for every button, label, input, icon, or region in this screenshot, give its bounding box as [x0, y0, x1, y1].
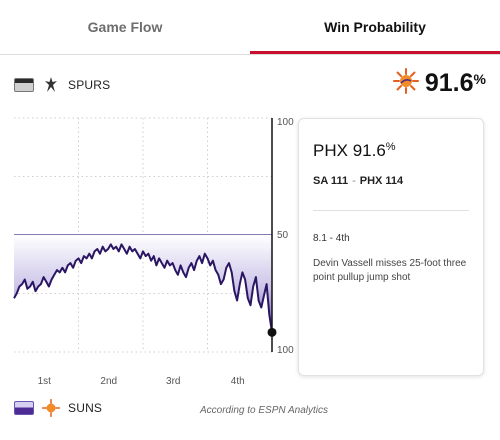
- suns-logo-icon: [42, 399, 60, 417]
- suns-probability-area: [14, 235, 272, 333]
- win-probability-chart: 100 50 100 1st 2nd 3rd 4th: [0, 110, 300, 400]
- spurs-logo-icon: [42, 76, 60, 94]
- y-tick-label: 50: [277, 230, 289, 241]
- home-team-name: SUNS: [68, 401, 103, 415]
- spurs-color-swatch: [14, 78, 34, 92]
- card-play-description: Devin Vassell misses 25-foot three point…: [313, 258, 467, 283]
- away-team-legend: SPURS: [14, 73, 110, 97]
- y-tick-label: 100: [277, 117, 294, 128]
- away-team-name: SPURS: [68, 78, 111, 92]
- y-tick-label: 100: [277, 345, 294, 356]
- x-tick-label: 1st: [38, 376, 52, 387]
- tab-game-flow[interactable]: Game Flow: [87, 19, 163, 35]
- card-game-time: 8.1 - 4th: [313, 233, 350, 244]
- current-win-probability: 91.6%: [424, 69, 486, 97]
- x-tick-label: 4th: [231, 376, 245, 387]
- x-tick-label: 3rd: [166, 376, 180, 387]
- play-detail-card: PHX 91.6% SA 111- PHX 114 8.1 - 4th Devin…: [298, 118, 484, 376]
- home-team-legend: SUNS: [14, 396, 102, 420]
- card-team-probability: PHX 91.6%: [313, 141, 396, 160]
- win-probability-summary: 91.6%: [392, 68, 486, 99]
- suns-color-swatch: [14, 401, 34, 415]
- analytics-footnote: According to ESPN Analytics: [200, 405, 329, 416]
- win-probability-chart-svg: 100 50 100 1st 2nd 3rd 4th: [13, 117, 294, 387]
- active-tab-indicator: [250, 51, 500, 54]
- card-divider: [313, 210, 469, 211]
- card-score: SA 111- PHX 114: [313, 175, 404, 187]
- tab-win-probability[interactable]: Win Probability: [324, 19, 426, 35]
- suns-probability-line: [13, 243, 273, 333]
- x-tick-label: 2nd: [100, 376, 117, 387]
- tab-bar: Game Flow Win Probability: [0, 0, 500, 55]
- suns-logo-icon: [392, 68, 419, 99]
